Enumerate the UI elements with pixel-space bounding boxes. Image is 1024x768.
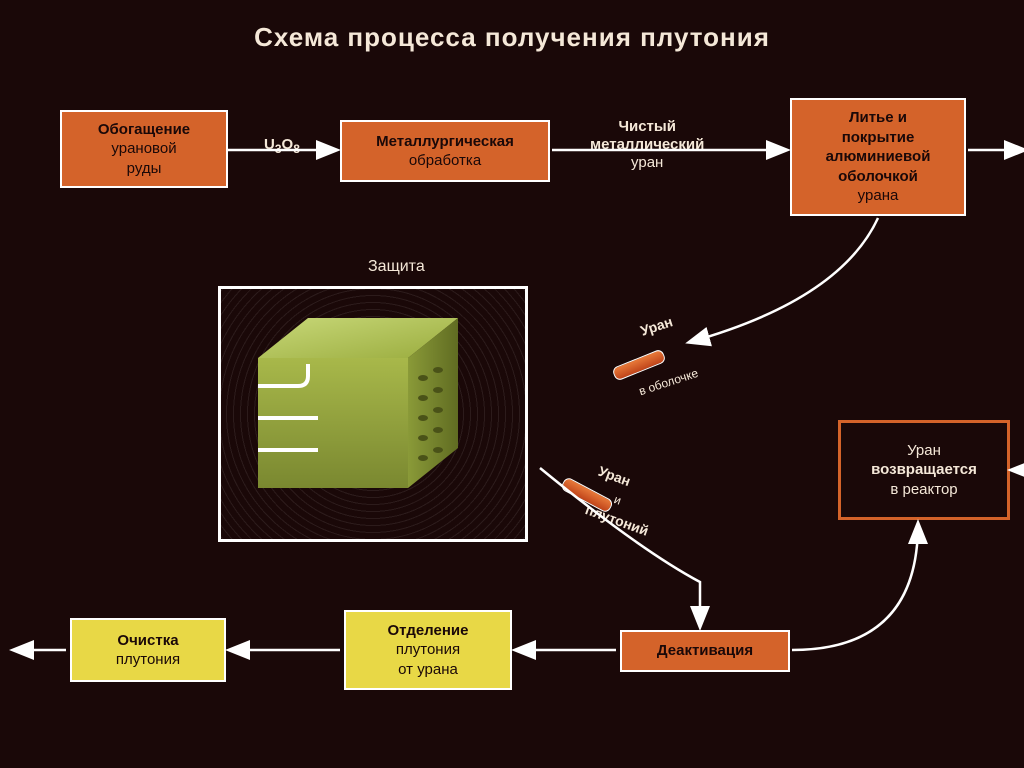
rod-label-and: и (612, 493, 623, 508)
box-casting-coating: Литье ипокрытиеалюминиевойоболочкойурана (790, 98, 966, 216)
rod-label-uran-out: Уран (596, 463, 632, 489)
protection-label: Защита (368, 258, 425, 276)
diagram-title: Схема процесса получения плутония (0, 22, 1024, 53)
box-enrichment: Обогащениеурановойруды (60, 110, 228, 188)
box-separation: Отделениеплутонияот урана (344, 610, 512, 690)
box-uranium-return: Уранвозвращаетсяв реактор (838, 420, 1010, 520)
rod-label-uran-in: Уран (638, 313, 674, 338)
box-purification: Очисткаплутония (70, 618, 226, 682)
fuel-rod-in (611, 348, 666, 381)
reactor-core (258, 318, 488, 482)
reactor-core-svg (258, 318, 488, 498)
edge-label-u3o8: U3O8 (264, 136, 300, 156)
edge-label-pure-uranium: Чистыйметаллическийуран (590, 118, 704, 172)
box-deactivation: Деактивация (620, 630, 790, 672)
box-metallurgical: Металлургическаяобработка (340, 120, 550, 182)
rod-label-in-shell: в оболочке (637, 367, 700, 399)
